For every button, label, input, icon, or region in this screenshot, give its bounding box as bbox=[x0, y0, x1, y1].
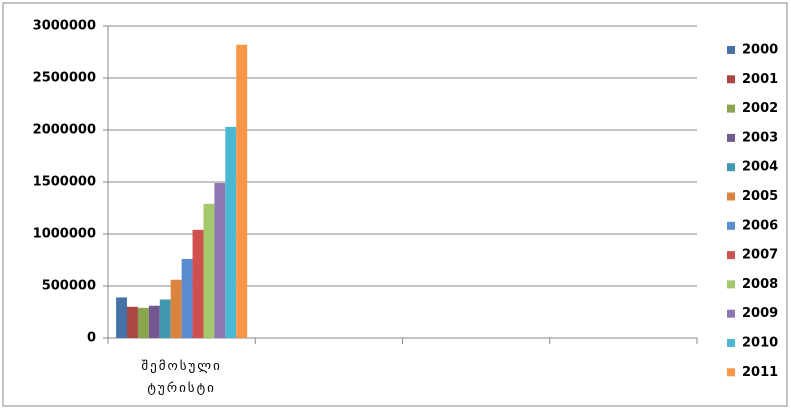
legend-label: 2004 bbox=[742, 160, 778, 175]
legend-label: 2000 bbox=[742, 43, 778, 58]
legend-label: 2011 bbox=[742, 365, 778, 380]
legend-swatch bbox=[727, 163, 735, 172]
bar bbox=[116, 297, 128, 338]
y-tick-label: 0 bbox=[87, 331, 96, 346]
y-tick-label: 500000 bbox=[42, 279, 96, 294]
y-tick-label: 1000000 bbox=[33, 227, 96, 242]
y-tick-label: 2000000 bbox=[33, 123, 96, 138]
y-tick-label: 2500000 bbox=[33, 71, 96, 86]
legend-label: 2008 bbox=[742, 277, 778, 292]
legend-swatch bbox=[727, 280, 735, 289]
y-tick-label: 3000000 bbox=[33, 19, 96, 34]
legend-swatch bbox=[727, 75, 735, 84]
bar bbox=[159, 299, 171, 338]
legend-swatch bbox=[727, 368, 735, 377]
bar bbox=[137, 307, 149, 338]
bar bbox=[170, 279, 182, 338]
bar bbox=[203, 203, 215, 338]
bar bbox=[192, 229, 204, 338]
legend-swatch bbox=[727, 104, 735, 113]
legend-swatch bbox=[727, 309, 735, 318]
x-tick-label: შემოსული ტურისტი bbox=[141, 359, 222, 396]
legend-swatch bbox=[727, 46, 735, 54]
legend-swatch bbox=[727, 192, 735, 201]
legend-label: 2003 bbox=[742, 130, 778, 145]
bar bbox=[181, 258, 193, 338]
legend-label: 2005 bbox=[742, 189, 778, 204]
legend-label: 2009 bbox=[742, 306, 778, 321]
bar bbox=[148, 305, 160, 338]
legend-swatch bbox=[727, 221, 735, 230]
y-tick-label: 1500000 bbox=[33, 175, 96, 190]
legend-label: 2007 bbox=[742, 248, 778, 263]
legend-swatch bbox=[727, 133, 735, 142]
legend-swatch bbox=[727, 251, 735, 260]
legend-label: 2006 bbox=[742, 218, 778, 233]
bar bbox=[236, 44, 248, 338]
legend-swatch bbox=[727, 339, 735, 347]
legend-label: 2001 bbox=[742, 72, 778, 87]
legend-label: 2002 bbox=[742, 101, 778, 116]
bar bbox=[225, 126, 237, 338]
bar bbox=[214, 183, 226, 338]
legend-label: 2010 bbox=[742, 336, 778, 351]
bar bbox=[127, 306, 138, 338]
